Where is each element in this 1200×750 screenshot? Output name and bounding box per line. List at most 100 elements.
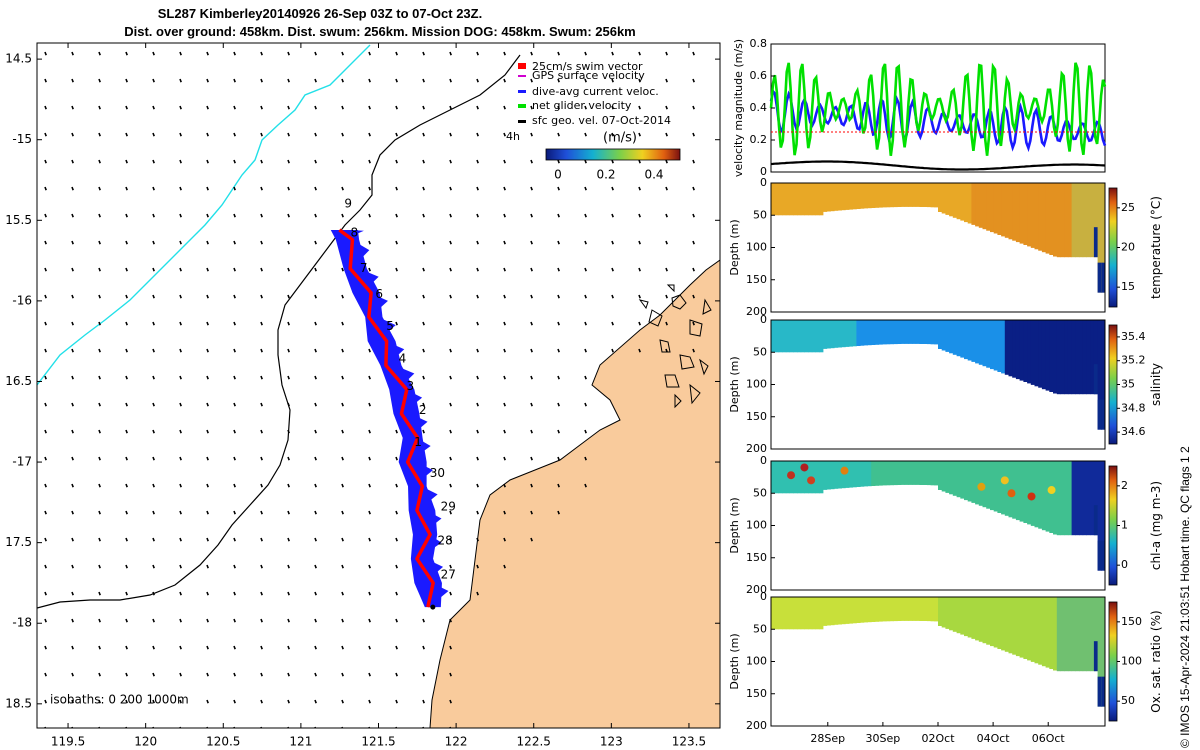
- section-cell: [793, 183, 798, 216]
- surface-velocity-arrow: [260, 51, 263, 56]
- surface-velocity-arrow: [287, 699, 290, 704]
- surface-velocity-arrow: [71, 429, 74, 434]
- surface-velocity-arrow: [98, 537, 101, 542]
- map-ytick-label: 18.5: [5, 696, 32, 710]
- section-cell: [1004, 320, 1009, 375]
- surface-velocity-arrow: [503, 132, 506, 137]
- section-cell: [1023, 597, 1028, 659]
- surface-velocity-arrow: [422, 105, 425, 110]
- surface-velocity-arrow: [260, 726, 263, 728]
- surface-velocity-arrow: [44, 348, 47, 353]
- surface-velocity-arrow: [287, 321, 290, 326]
- surface-velocity-arrow: [449, 321, 452, 326]
- section-cell: [1090, 320, 1095, 395]
- surface-velocity-arrow: [125, 186, 128, 191]
- map-y-axis: 14.5 -15 15.5 -16 16.5 -17 17.5 -18 18.5: [5, 52, 720, 710]
- surface-velocity-arrow: [341, 375, 344, 380]
- surface-velocity-arrow: [206, 132, 209, 137]
- surface-velocity-arrow: [692, 51, 695, 56]
- section-ytick-label: 150: [746, 273, 767, 286]
- surface-velocity-arrow: [611, 294, 614, 299]
- section-cell: [912, 461, 917, 485]
- surface-velocity-arrow: [179, 645, 182, 650]
- surface-velocity-arrow: [44, 132, 47, 137]
- surface-velocity-arrow: [98, 348, 101, 353]
- section-ylabel: Depth (m): [728, 633, 741, 689]
- surface-velocity-arrow: [611, 321, 614, 326]
- surface-velocity-arrow: [611, 186, 614, 191]
- surface-velocity-arrow: [260, 159, 263, 164]
- section-cell: [826, 461, 831, 490]
- section-cell: [904, 320, 909, 344]
- surface-velocity-arrow: [341, 591, 344, 596]
- section-cell-deep: [1097, 262, 1102, 293]
- surface-velocity-arrow: [368, 672, 371, 677]
- surface-velocity-arrow: [530, 78, 533, 83]
- surface-velocity-arrow: [476, 51, 479, 56]
- surface-velocity-arrow: [368, 726, 371, 728]
- section-ytick-label: 150: [746, 410, 767, 423]
- section-cell: [1093, 597, 1099, 672]
- section-cell: [945, 320, 950, 352]
- section-ylabel: Depth (m): [728, 356, 741, 412]
- section-cell: [886, 597, 891, 622]
- surface-velocity-arrow: [233, 294, 236, 299]
- surface-velocity-arrow: [665, 105, 668, 110]
- surface-velocity-arrow: [503, 321, 506, 326]
- surface-velocity-arrow: [260, 645, 263, 650]
- section-cell: [997, 183, 1002, 235]
- surface-velocity-arrow: [152, 429, 155, 434]
- section-cell: [774, 320, 779, 353]
- surface-velocity-arrow: [71, 456, 74, 461]
- surface-velocity-arrow: [503, 564, 506, 569]
- section-cell: [823, 183, 828, 212]
- surface-velocity-arrow: [98, 699, 101, 704]
- surface-velocity-arrow: [44, 51, 47, 56]
- surface-velocity-arrow: [206, 618, 209, 623]
- glider-track: [330, 228, 449, 610]
- credit-text: © IMOS 15-Apr-2024 21:03:51 Hobart time.…: [1178, 446, 1192, 748]
- surface-velocity-arrow: [665, 348, 668, 353]
- section-xtick-label: 06Oct: [1032, 732, 1066, 745]
- surface-velocity-arrow: [638, 213, 641, 218]
- section-cell: [1030, 183, 1035, 248]
- surface-velocity-arrow: [179, 51, 182, 56]
- surface-velocity-arrow: [476, 483, 479, 488]
- section-cell: [930, 183, 935, 208]
- surface-velocity-arrow: [341, 429, 344, 434]
- section-cell: [1019, 320, 1024, 381]
- surface-velocity-arrow: [341, 456, 344, 461]
- surface-velocity-arrow: [395, 267, 398, 272]
- surface-velocity-arrow: [71, 51, 74, 56]
- surface-velocity-arrow: [341, 348, 344, 353]
- section-cell: [1027, 320, 1032, 384]
- surface-velocity-arrow: [98, 726, 101, 728]
- surface-velocity-arrow: [368, 699, 371, 704]
- surface-velocity-arrow: [368, 267, 371, 272]
- section-cell: [845, 461, 850, 488]
- section-cell: [1075, 597, 1080, 672]
- surface-velocity-arrow: [692, 267, 695, 272]
- surface-velocity-arrow: [449, 618, 452, 623]
- surface-velocity-arrow: [638, 348, 641, 353]
- section-cell: [860, 183, 865, 209]
- surface-velocity-arrow: [152, 591, 155, 596]
- surface-velocity-arrow: [233, 726, 236, 728]
- section-cell: [815, 461, 820, 494]
- chl-hotspot: [787, 471, 796, 480]
- section-cell: [889, 461, 894, 486]
- surface-velocity-arrow: [98, 375, 101, 380]
- surface-velocity-arrow: [260, 132, 263, 137]
- section-cell: [1027, 183, 1032, 247]
- surface-velocity-arrow: [233, 105, 236, 110]
- surface-velocity-arrow: [368, 159, 371, 164]
- section-cell: [860, 461, 865, 487]
- section-colorbar: [1108, 465, 1118, 586]
- surface-velocity-arrow: [287, 726, 290, 728]
- surface-velocity-arrow: [611, 213, 614, 218]
- section-cell: [823, 597, 828, 626]
- section-cell: [848, 183, 854, 210]
- section-cell: [793, 597, 798, 630]
- surface-velocity-arrow: [125, 402, 128, 407]
- surface-velocity-arrow: [449, 591, 452, 596]
